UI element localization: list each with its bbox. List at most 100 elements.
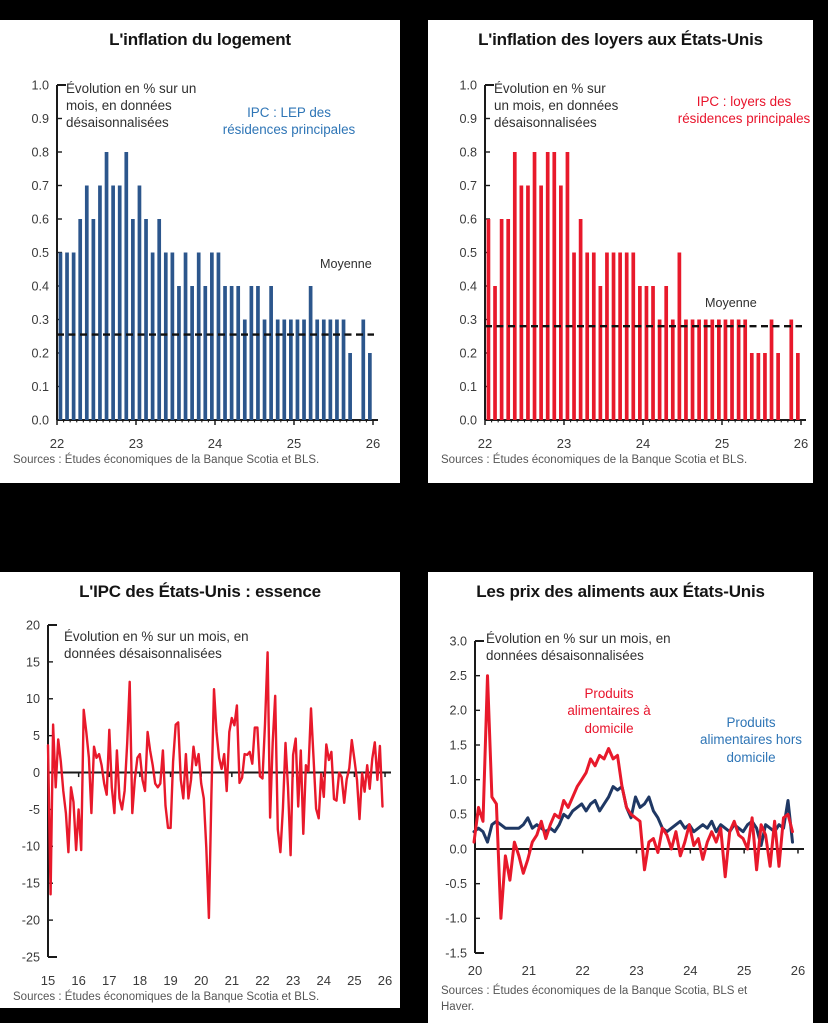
bar: [91, 219, 96, 420]
annotation-loyers: Évolution en % sur un mois, en données d…: [494, 81, 619, 131]
bar: [137, 185, 142, 420]
series-line: [46, 651, 384, 920]
x-tick-label: 25: [347, 973, 361, 988]
x-tick-label: 26: [366, 436, 380, 451]
bar: [776, 353, 780, 420]
y-tick-label: 0.5: [449, 808, 467, 822]
y-tick-label: 15: [26, 655, 40, 669]
x-tick-label: 23: [286, 973, 300, 988]
bar: [177, 286, 181, 420]
bar: [71, 252, 76, 420]
source-essence: Sources : Études économiques de la Banqu…: [13, 991, 320, 1003]
bar: [677, 252, 682, 420]
series-label-lep: IPC : LEP des résidences principales: [222, 105, 356, 138]
bar: [65, 252, 69, 420]
bar: [526, 185, 530, 420]
y-tick-label: 0.7: [31, 179, 49, 193]
bar: [690, 319, 695, 420]
x-tick-label: 15: [41, 973, 55, 988]
bar: [242, 319, 247, 420]
bar: [144, 219, 148, 420]
plot-loyers-bars: 1.0 0.9 0.8 0.7 0.6 0.5 0.4 0.3 0.2 0.1 0.022 23 24 2…: [459, 78, 808, 451]
bar: [552, 152, 557, 420]
y-tick-label: 0.8: [31, 145, 49, 159]
y-tick-label: 0.3: [31, 313, 49, 327]
bar: [651, 286, 655, 420]
bar: [84, 185, 89, 420]
bar: [104, 152, 109, 420]
x-tick-label: 21: [522, 963, 536, 978]
bar: [506, 219, 511, 420]
bar: [163, 252, 168, 420]
y-tick-label: 0.5: [31, 246, 49, 260]
y-tick-label: 0.8: [459, 145, 477, 159]
source-logement: Sources : Études économiques de la Banqu…: [13, 454, 320, 466]
bar: [743, 319, 748, 420]
panel-inflation-logement: L'inflation du logement 1.0 0.9 0.8 0.7 0.6 0…: [0, 20, 400, 483]
bar: [749, 353, 754, 420]
chart-title-logement: L'inflation du logement: [109, 30, 291, 49]
y-tick-label: 0.6: [459, 212, 477, 226]
bar: [769, 319, 774, 420]
x-tick-label: 22: [478, 436, 492, 451]
bar: [539, 185, 543, 420]
x-tick-label: 24: [208, 436, 222, 451]
x-tick-label: 26: [791, 963, 805, 978]
x-tick-label: 22: [575, 963, 589, 978]
bar: [170, 252, 175, 420]
bar: [269, 286, 273, 420]
bar: [157, 219, 162, 420]
bar: [624, 252, 629, 420]
y-tick-label: 0.4: [31, 279, 49, 293]
bar: [578, 219, 583, 420]
bar: [796, 353, 800, 420]
x-tick-label: 18: [133, 973, 147, 988]
source-aliments: Sources : Études économiques de la Banqu…: [441, 985, 748, 1013]
x-tick-label: 24: [317, 973, 331, 988]
bar: [262, 319, 267, 420]
bar: [763, 353, 767, 420]
bar: [703, 319, 708, 420]
y-tick-label: 10: [26, 692, 40, 706]
y-tick-label: 0.6: [31, 212, 49, 226]
x-tick-label: 24: [683, 963, 697, 978]
bar: [295, 319, 300, 420]
bar: [638, 286, 642, 420]
bar: [710, 319, 715, 420]
bar: [631, 252, 636, 420]
bar: [618, 252, 622, 420]
y-tick-label: 0.1: [31, 380, 49, 394]
bar: [302, 319, 306, 420]
bar: [697, 319, 701, 420]
annotation-logement: Évolution en % sur un mois, en données d…: [66, 81, 197, 131]
bar: [58, 252, 63, 420]
y-tick-label: 2.0: [449, 704, 467, 718]
bar: [223, 286, 227, 420]
bar: [723, 319, 728, 420]
bar: [559, 185, 563, 420]
x-tick-label: 20: [468, 963, 482, 978]
bar: [512, 152, 517, 420]
bar: [789, 319, 794, 420]
x-tick-label: 23: [557, 436, 571, 451]
y-tick-label: 0.9: [459, 112, 477, 126]
y-tick-label: 0.1: [459, 380, 477, 394]
bar: [210, 252, 214, 420]
y-tick-label: -1.0: [445, 912, 467, 926]
bar: [111, 185, 115, 420]
bar: [591, 252, 596, 420]
x-tick-label: 25: [715, 436, 729, 451]
y-tick-label: 0.0: [449, 842, 467, 856]
bar: [532, 152, 537, 420]
x-tick-label: 19: [163, 973, 177, 988]
bar: [308, 286, 313, 420]
x-tick-label: 26: [794, 436, 808, 451]
bar: [275, 319, 280, 420]
bar: [249, 286, 254, 420]
bar: [572, 252, 576, 420]
bar: [664, 286, 669, 420]
y-tick-label: 0.0: [459, 413, 477, 427]
bar: [348, 353, 352, 420]
y-tick-label: 1.0: [459, 78, 477, 92]
